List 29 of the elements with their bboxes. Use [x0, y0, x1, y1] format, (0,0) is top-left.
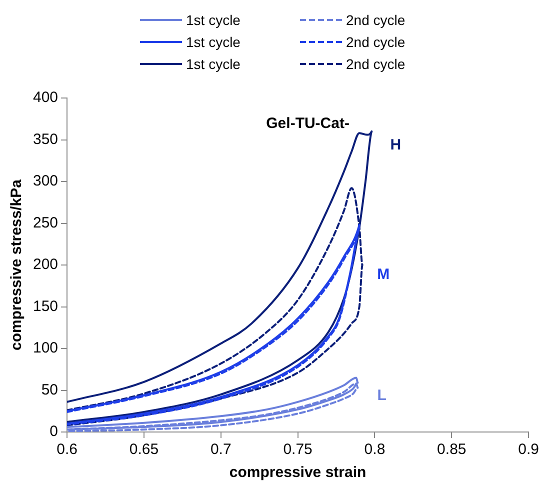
- legend-label: 1st cycle: [186, 12, 240, 28]
- y-tick-label: 200: [32, 256, 58, 274]
- y-tick-label: 0: [50, 423, 58, 440]
- x-tick-label: 0.85: [437, 441, 466, 458]
- x-tick-label: 0.9: [518, 441, 540, 458]
- legend-label: 1st cycle: [186, 56, 240, 72]
- line-series: [67, 130, 373, 423]
- y-tick-label: 400: [32, 89, 58, 106]
- y-tick-label: 300: [32, 172, 58, 190]
- y-tick-label: 150: [32, 298, 58, 315]
- x-axis-title: compressive strain: [229, 464, 366, 482]
- y-tick-label: 50: [41, 381, 58, 398]
- x-tick-label: 0.7: [210, 441, 232, 458]
- annotation: M: [377, 266, 390, 284]
- legend-label: 2nd cycle: [346, 56, 406, 72]
- x-tick-label: 0.6: [56, 441, 78, 458]
- legend-label: 1st cycle: [186, 34, 240, 50]
- legend-label: 2nd cycle: [346, 12, 406, 28]
- x-tick-label: 0.8: [364, 441, 386, 458]
- annotation: Gel-TU-Cat-: [266, 115, 350, 132]
- y-tick-label: 250: [32, 214, 58, 232]
- annotation: H: [390, 136, 402, 154]
- y-axis-title: compressive stress/kPa: [8, 178, 26, 350]
- legend-label: 2nd cycle: [346, 34, 406, 50]
- y-tick-label: 100: [32, 340, 58, 357]
- y-tick-label: 350: [32, 130, 58, 148]
- x-tick-label: 0.75: [283, 441, 312, 458]
- annotation: L: [377, 386, 386, 404]
- x-tick-label: 0.65: [129, 441, 159, 458]
